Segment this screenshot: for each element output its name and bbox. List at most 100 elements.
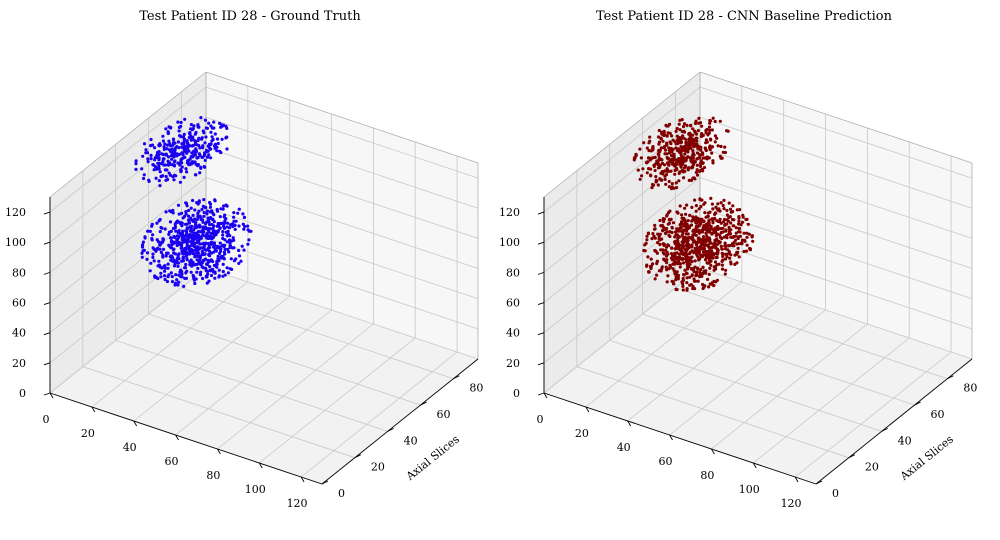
scatter-point (681, 241, 685, 245)
scatter-point (680, 249, 684, 253)
scatter-point (215, 149, 219, 153)
scatter-point (176, 283, 180, 287)
scatter-point (710, 151, 714, 155)
scatter-point (714, 238, 718, 242)
scatter-point (203, 225, 208, 229)
scatter-point (177, 252, 181, 256)
scatter-point (691, 233, 695, 237)
scatter-point (745, 217, 749, 221)
scatter-point (202, 259, 206, 263)
scatter-point (645, 161, 649, 165)
scatter-point (650, 186, 654, 190)
scatter-point (692, 239, 696, 243)
scatter-point (176, 120, 180, 124)
scatter-point (236, 211, 240, 215)
gridline-x (258, 337, 416, 464)
scatter-point (684, 158, 688, 162)
scatter-point (159, 271, 163, 275)
scatter-point (698, 274, 702, 278)
scatter-point (232, 259, 237, 263)
scatter-point (173, 173, 177, 177)
scatter-point (209, 235, 213, 239)
scatter-point (658, 242, 662, 247)
scatter-point (169, 254, 173, 258)
scatter-point (205, 155, 210, 159)
scatter-point (202, 241, 206, 245)
scatter-point (199, 165, 203, 169)
scatter-point (156, 150, 160, 154)
scatter-point (185, 257, 189, 261)
scatter-point (212, 220, 216, 224)
gridline-x (669, 309, 826, 436)
x-tick-label: 120 (287, 497, 308, 510)
scatter-point (662, 133, 666, 137)
scatter-point (660, 237, 664, 241)
scatter-point (227, 250, 231, 254)
scatter-point (716, 144, 720, 148)
scatter-point (694, 248, 698, 252)
scatter-point (169, 150, 173, 154)
scatter-point (183, 117, 187, 121)
scatter-point (186, 159, 190, 163)
scatter-point (184, 271, 188, 275)
gridline-z (699, 237, 973, 330)
scatter-point (193, 132, 197, 136)
scatter-point (213, 270, 217, 274)
scatter-point (169, 236, 173, 240)
scatter-point (722, 207, 726, 211)
scatter-point (655, 273, 659, 277)
gridline-x (300, 351, 458, 478)
gridline-z (205, 86, 479, 179)
scatter-point (164, 254, 168, 258)
scatter-point (706, 277, 710, 281)
x-tick-label: 60 (659, 455, 673, 468)
scatter-point (728, 207, 733, 211)
z-tick-label: 40 (12, 327, 26, 340)
scatter-point (225, 234, 229, 238)
y-tick-label: 60 (931, 408, 945, 421)
scatter-point (206, 248, 210, 252)
y-tick-label: 40 (898, 434, 912, 447)
scatter-point (691, 127, 695, 131)
scatter-point (134, 167, 138, 171)
scatter-point (194, 150, 198, 154)
scatter-point (656, 241, 660, 245)
scatter-point (167, 139, 171, 143)
scatter-point (725, 255, 729, 259)
scatter-point (205, 275, 209, 279)
scatter-point (167, 171, 171, 175)
scatter-point (662, 243, 666, 247)
scatter-point (685, 288, 689, 292)
gridline-y (675, 287, 948, 380)
scatter-point (728, 215, 732, 219)
scatter-point (228, 267, 232, 271)
scatter-point (708, 210, 712, 214)
scatter-point (194, 147, 198, 151)
scatter-point (675, 243, 679, 247)
scatter-point (224, 136, 228, 140)
scatter-point (158, 241, 162, 245)
scatter-point (199, 235, 203, 239)
scatter-point (212, 120, 216, 124)
scatter-point (677, 246, 681, 250)
scatter-point (175, 259, 179, 263)
scatter-point (190, 224, 194, 228)
scatter-point (186, 145, 190, 149)
scatter-point (231, 236, 235, 240)
scatter-point (215, 265, 219, 269)
scatter-point (665, 258, 669, 262)
scatter-point (151, 163, 155, 167)
scatter-point (691, 149, 695, 153)
scatter-point (690, 205, 694, 209)
scatter-point (190, 151, 194, 155)
scatter-point (682, 176, 686, 180)
scatter-point (679, 220, 684, 224)
scatter-point (732, 244, 736, 248)
scatter-point (243, 224, 247, 229)
scatter-point (181, 259, 185, 263)
gridline-z (49, 147, 207, 273)
scatter-point (697, 116, 701, 120)
scatter-point (172, 234, 176, 239)
z-tick-label: 20 (506, 357, 520, 370)
scatter-point (684, 239, 688, 243)
